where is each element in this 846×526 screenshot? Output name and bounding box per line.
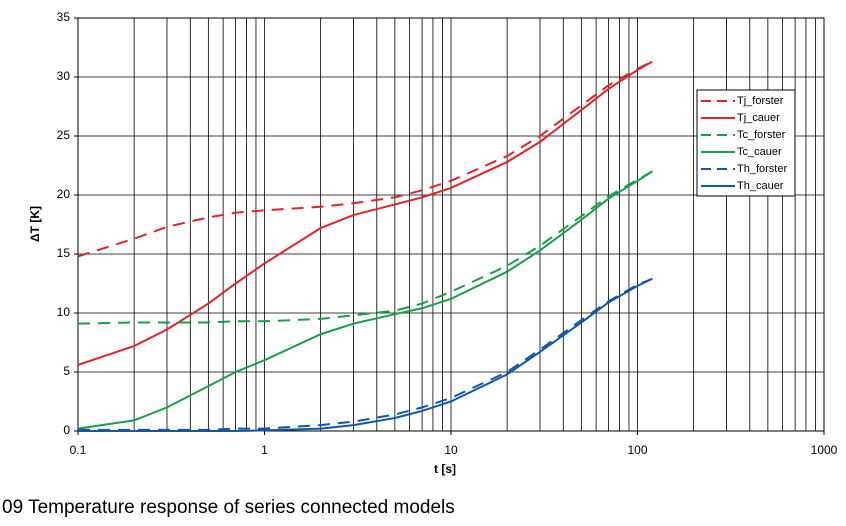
legend-box (696, 89, 796, 197)
legend-label: Tc_forster (737, 129, 786, 141)
legend-label: Tc_cauer (737, 146, 782, 158)
y-axis-label: ΔT [K] (28, 206, 42, 242)
y-tick-label: 0 (63, 423, 70, 437)
y-tick-label: 30 (57, 69, 71, 83)
x-axis-label: t [s] (434, 462, 456, 476)
y-tick-label: 5 (63, 364, 70, 378)
series-line (77, 60, 653, 258)
legend-label: Th_cauer (737, 180, 784, 192)
x-tick-label: 10 (444, 443, 458, 457)
y-tick-label: 35 (57, 10, 71, 24)
x-tick-label: 1 (261, 443, 268, 457)
y-tick-label: 20 (57, 187, 71, 201)
x-tick-label: 1000 (811, 443, 838, 457)
y-tick-label: 25 (57, 128, 71, 142)
legend-label: Tj_forster (737, 95, 784, 107)
series-line (77, 170, 653, 430)
x-tick-label: 100 (627, 443, 647, 457)
legend-label: Tj_cauer (737, 112, 780, 124)
y-tick-label: 10 (57, 305, 71, 319)
legend: Tj_forster Tj_cauer Tc_forster Tc_cauer Th_f… (696, 89, 796, 197)
series-line (77, 60, 653, 366)
y-tick-label: 15 (57, 246, 71, 260)
series-line (78, 277, 653, 432)
caption: 09 Temperature response of series connec… (2, 497, 455, 518)
x-tick-label: 0.1 (70, 443, 87, 457)
legend-label: Th_forster (737, 163, 787, 175)
